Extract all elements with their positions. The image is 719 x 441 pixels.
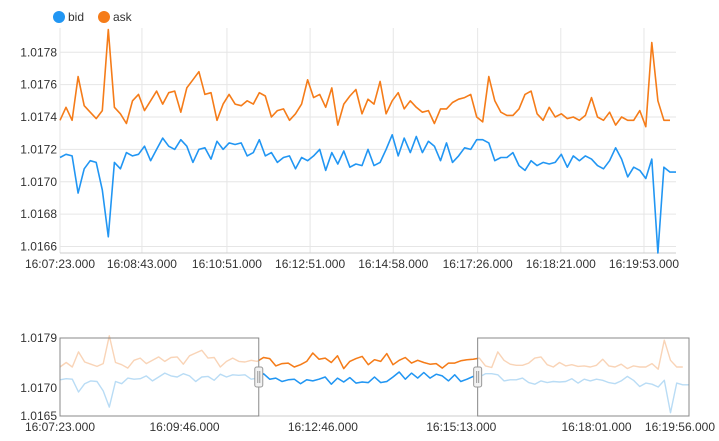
- main-x-axis: 16:07:23.000 16:08:43.000 16:10:51.000 16:1…: [25, 257, 679, 271]
- navigator-handle-left[interactable]: [254, 366, 264, 388]
- legend[interactable]: bid ask: [53, 10, 133, 24]
- y-tick-label: 1.0170: [20, 175, 57, 189]
- navigator-mask-right: [477, 337, 690, 417]
- x-tick-label: 16:12:51.000: [275, 257, 345, 271]
- x-tick-label: 16:18:21.000: [526, 257, 596, 271]
- navigator-selection[interactable]: [59, 337, 690, 417]
- navigator-series-faded-ask: [59, 335, 683, 370]
- legend-marker-ask[interactable]: [98, 11, 110, 23]
- navigator-y-tick-label: 1.0179: [20, 331, 57, 345]
- series-line-ask[interactable]: [59, 28, 670, 128]
- navigator-series-faded-bid: [59, 371, 689, 414]
- navigator-x-tick-label: 16:12:46.000: [288, 420, 358, 434]
- legend-label-ask[interactable]: ask: [113, 10, 133, 24]
- x-tick-label: 16:17:26.000: [443, 257, 513, 271]
- navigator-handle-right[interactable]: [473, 366, 483, 388]
- y-tick-label: 1.0168: [20, 207, 57, 221]
- navigator-x-tick-label: 16:19:56.000: [645, 420, 715, 434]
- main-grid: [59, 28, 676, 254]
- navigator-y-tick-label: 1.0170: [20, 381, 57, 395]
- x-tick-label: 16:14:58.000: [358, 257, 428, 271]
- y-tick-label: 1.0172: [20, 142, 57, 156]
- x-tick-label: 16:19:53.000: [609, 257, 679, 271]
- series-line-bid[interactable]: [59, 134, 676, 254]
- x-tick-label: 16:07:23.000: [25, 257, 95, 271]
- navigator-series-ask: [258, 352, 478, 370]
- legend-marker-bid[interactable]: [53, 11, 65, 23]
- navigator-series-bid: [258, 371, 478, 385]
- y-tick-label: 1.0166: [20, 240, 57, 254]
- handle-grip[interactable]: [254, 366, 264, 388]
- navigator-y-axis: 1.0179 1.0170 1.0165: [20, 331, 57, 423]
- navigator-x-tick-label: 16:07:23.000: [25, 420, 95, 434]
- y-tick-label: 1.0174: [20, 110, 57, 124]
- navigator-x-tick-label: 16:09:46.000: [150, 420, 220, 434]
- y-tick-label: 1.0178: [20, 45, 57, 59]
- handle-grip[interactable]: [473, 366, 483, 388]
- legend-label-bid[interactable]: bid: [68, 10, 84, 24]
- y-tick-label: 1.0176: [20, 78, 57, 92]
- main-y-axis: 1.0178 1.0176 1.0174 1.0172 1.0170 1.0168 1.01…: [20, 45, 57, 253]
- navigator-plot-area: [59, 335, 689, 414]
- navigator-x-axis: 16:07:23.000 16:09:46.000 16:12:46.000 16:1…: [25, 420, 715, 434]
- navigator-y-tick-label: 1.0165: [20, 409, 57, 423]
- main-plot-area[interactable]: [59, 28, 676, 254]
- navigator-x-tick-label: 16:15:13.000: [426, 420, 496, 434]
- x-tick-label: 16:10:51.000: [192, 257, 262, 271]
- x-tick-label: 16:08:43.000: [107, 257, 177, 271]
- navigator-x-tick-label: 16:18:01.000: [561, 420, 631, 434]
